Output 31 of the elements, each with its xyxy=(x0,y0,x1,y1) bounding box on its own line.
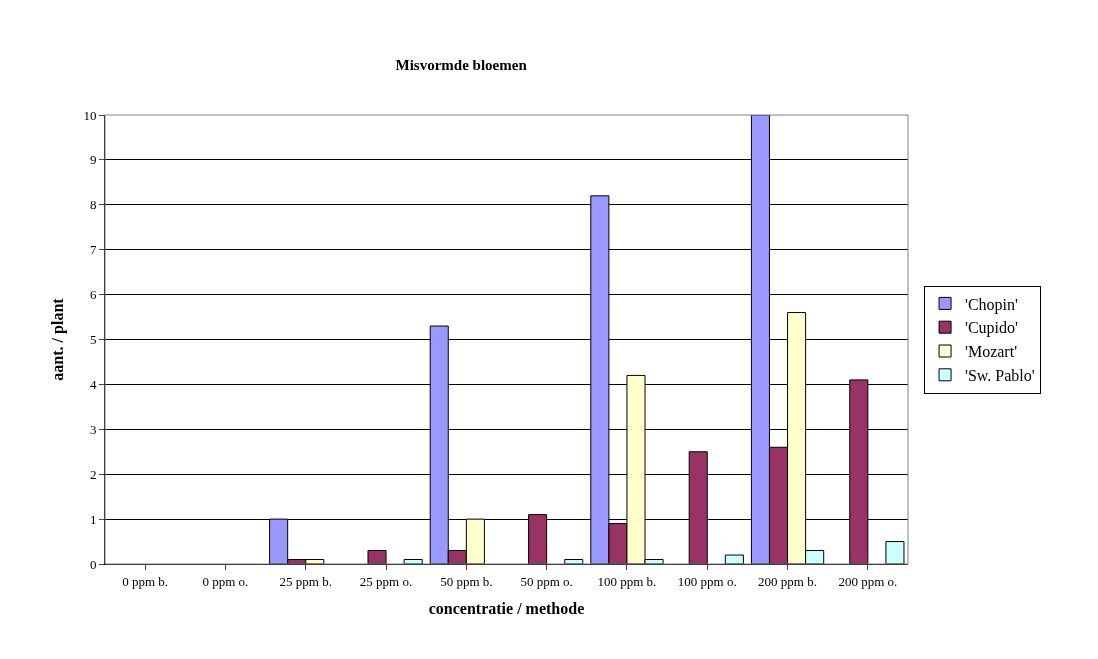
legend-label: 'Cupido' xyxy=(965,319,1019,338)
y-tick-label: 5 xyxy=(89,332,97,348)
y-tick-label: 10 xyxy=(83,107,97,123)
bar xyxy=(724,554,744,564)
x-tick-label: 50 ppm b. xyxy=(440,573,493,589)
x-tick-label: 200 ppm b. xyxy=(758,573,817,589)
x-tick-label: 100 ppm o. xyxy=(677,573,737,589)
y-tick-label: 1 xyxy=(89,511,97,527)
x-tick-label: 25 ppm o. xyxy=(359,573,413,589)
y-tick-label: 6 xyxy=(89,287,97,303)
y-tick-label: 7 xyxy=(89,242,97,258)
y-tick-label: 0 xyxy=(89,556,97,572)
bar xyxy=(885,541,905,564)
y-tick-label: 3 xyxy=(89,421,97,437)
legend-label: 'Chopin' xyxy=(965,295,1019,314)
x-tick-label: 100 ppm b. xyxy=(597,573,657,589)
y-axis-title: aant. / plant xyxy=(49,297,68,381)
x-tick-label: 0 ppm o. xyxy=(202,573,249,589)
y-tick-label: 8 xyxy=(89,197,97,213)
x-tick-label: 50 ppm o. xyxy=(520,573,573,589)
chart-title: Misvormde bloemen xyxy=(395,56,528,73)
bar xyxy=(367,550,387,564)
x-tick-label: 200 ppm o. xyxy=(838,573,898,589)
y-tick-label: 9 xyxy=(89,152,97,168)
y-tick-label: 4 xyxy=(89,376,97,392)
x-axis-title: concentratie / methode xyxy=(428,600,585,618)
x-tick-label: 0 ppm b. xyxy=(122,573,169,589)
x-tick-label: 25 ppm b. xyxy=(279,573,332,589)
legend-label: 'Mozart' xyxy=(965,343,1018,361)
y-tick-label: 2 xyxy=(89,466,97,482)
legend-label: 'Sw. Pablo' xyxy=(965,367,1035,385)
